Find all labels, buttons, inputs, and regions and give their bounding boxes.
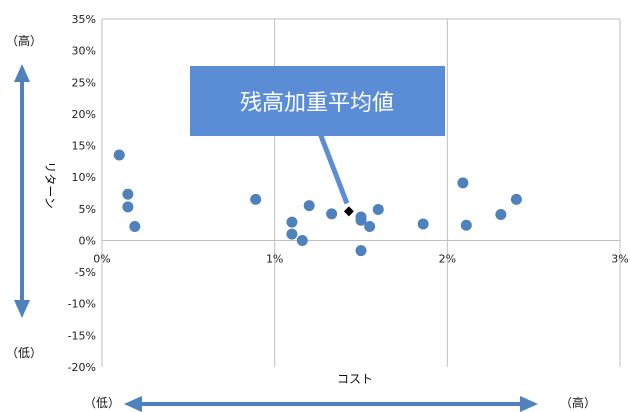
x-double-arrow	[124, 396, 538, 412]
x-high-label: （高）	[560, 395, 596, 410]
y-tick-label: 15%	[72, 140, 96, 153]
weighted-average-callout: 残高加重平均値	[190, 66, 445, 205]
callout-box	[190, 66, 445, 136]
y-tick-label: 10%	[72, 171, 96, 184]
y-tick-label: 20%	[72, 108, 96, 121]
scatter-point	[113, 149, 125, 161]
y-double-arrow	[14, 64, 30, 318]
y-tick-label: -5%	[75, 266, 96, 279]
average-diamond	[343, 206, 354, 217]
scatter-point	[122, 188, 134, 200]
scatter-point	[372, 203, 384, 215]
y-axis-title: リターン	[43, 161, 57, 208]
y-high-label: （高）	[6, 33, 42, 48]
scatter-point	[460, 219, 472, 231]
y-tick-labels: 35% 30% 25% 20% 15% 10% 5% 0% -5% -10% -15% -20%	[68, 13, 96, 374]
x-tick-label: 0%	[93, 252, 110, 265]
y-tick-label: -10%	[68, 298, 96, 311]
y-tick-label: -20%	[68, 361, 96, 374]
scatter-point	[510, 193, 522, 205]
x-tick-label: 1%	[266, 252, 283, 265]
scatter-points	[113, 149, 522, 257]
y-tick-label: 0%	[79, 234, 96, 247]
scatter-point	[326, 208, 338, 220]
y-tick-label: 5%	[79, 203, 96, 216]
scatter-point	[286, 228, 298, 240]
scatter-point	[417, 218, 429, 230]
y-tick-label: -15%	[68, 329, 96, 342]
scatter-point	[457, 177, 469, 189]
scatter-point	[495, 209, 507, 221]
y-tick-label: 25%	[72, 76, 96, 89]
scatter-point	[286, 216, 298, 228]
x-tick-labels: 0% 1% 2% 3%	[93, 252, 628, 265]
y-low-label: （低）	[6, 346, 42, 360]
scatter-point	[129, 221, 141, 233]
x-axis-title: コスト	[337, 372, 373, 386]
scatter-point	[250, 193, 262, 205]
weighted-average-marker	[343, 206, 354, 217]
scatter-point	[303, 200, 315, 212]
scatter-point	[355, 214, 367, 226]
x-low-label: （低）	[84, 396, 120, 410]
callout-pointer	[315, 127, 350, 205]
scatter-point	[364, 221, 376, 233]
y-tick-label: 35%	[72, 13, 96, 26]
y-tick-label: 30%	[72, 45, 96, 58]
x-tick-label: 2%	[439, 252, 456, 265]
scatter-point	[355, 245, 367, 257]
callout-text: 残高加重平均値	[240, 91, 394, 116]
scatter-point	[122, 201, 134, 213]
x-tick-label: 3%	[611, 252, 628, 265]
scatter-point	[296, 234, 308, 246]
